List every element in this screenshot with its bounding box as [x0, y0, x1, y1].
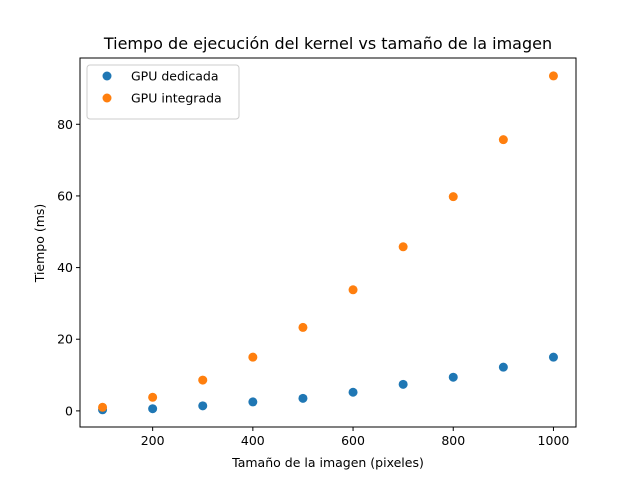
legend-marker	[102, 71, 112, 81]
legend-box	[86, 64, 240, 120]
data-point	[298, 393, 308, 403]
data-point	[448, 372, 458, 382]
data-point	[548, 352, 558, 362]
x-tick-label: 600	[341, 433, 365, 448]
data-point	[348, 285, 358, 295]
x-tick-label: 1000	[538, 433, 570, 448]
legend-label: GPU dedicada	[131, 69, 219, 84]
data-point	[498, 362, 508, 372]
legend: GPU dedicada GPU integrada	[86, 64, 240, 120]
y-tick-label: 80	[57, 117, 73, 132]
data-point	[398, 379, 408, 389]
data-point	[248, 352, 258, 362]
data-point	[498, 135, 508, 145]
legend-label: GPU integrada	[131, 91, 222, 106]
x-axis-ticks: 200 400 600 800 1000	[141, 427, 570, 448]
y-axis-ticks: 0 20 40 60 80	[57, 117, 80, 418]
plot-frame	[79, 57, 577, 428]
x-axis-title: Tamaño de la imagen (pixeles)	[231, 455, 424, 470]
data-point	[248, 397, 258, 407]
x-tick-label: 800	[441, 433, 465, 448]
y-tick-label: 0	[65, 403, 73, 418]
data-point	[148, 404, 158, 414]
data-point	[448, 192, 458, 202]
chart-title: Tiempo de ejecución del kernel vs tamaño…	[103, 34, 552, 53]
data-point	[348, 387, 358, 397]
series-2	[98, 71, 558, 412]
data-point	[148, 392, 158, 402]
series-1	[98, 352, 558, 415]
data-point	[198, 375, 208, 385]
legend-marker	[102, 93, 112, 103]
x-tick-label: 200	[141, 433, 165, 448]
data-point	[298, 322, 308, 332]
data-point	[198, 401, 208, 411]
x-tick-label: 400	[241, 433, 265, 448]
data-point	[548, 71, 558, 81]
y-tick-label: 40	[57, 260, 73, 275]
y-tick-label: 60	[57, 188, 73, 203]
data-points	[98, 71, 558, 415]
data-point	[98, 402, 108, 412]
y-tick-label: 20	[57, 332, 73, 347]
y-axis-title: Tiempo (ms)	[32, 204, 47, 284]
data-point	[398, 242, 408, 252]
